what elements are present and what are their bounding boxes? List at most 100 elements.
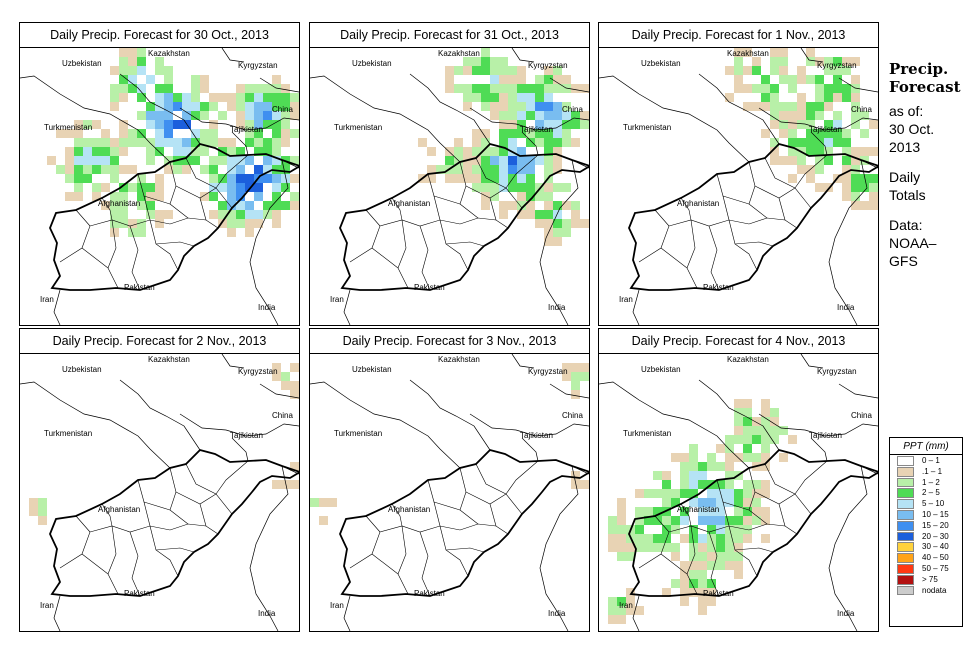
province-border <box>489 503 497 527</box>
precip-cell <box>761 453 770 462</box>
precip-cells <box>608 399 797 624</box>
precip-cell <box>635 606 644 615</box>
legend-swatch <box>897 509 914 520</box>
precip-cell <box>779 111 788 120</box>
precip-cell <box>254 129 263 138</box>
country-border <box>310 75 461 163</box>
country-label-iran: Iran <box>40 601 54 610</box>
precip-cell <box>788 84 797 93</box>
precip-cell <box>761 507 770 516</box>
precip-cell <box>824 183 833 192</box>
precip-cell <box>851 84 860 93</box>
legend-label: 2 – 5 <box>922 488 940 498</box>
precip-cell <box>671 525 680 534</box>
precip-cell <box>146 183 155 192</box>
precip-cell <box>319 498 328 507</box>
afghanistan-outline <box>49 142 299 291</box>
province-border <box>459 523 509 535</box>
boundaries <box>20 354 299 631</box>
precip-cell <box>544 111 553 120</box>
panel-title: Daily Precip. Forecast for 3 Nov., 2013 <box>310 329 589 354</box>
precip-cell <box>227 93 236 102</box>
precip-cell <box>689 480 698 489</box>
precip-cell <box>698 507 707 516</box>
precip-cell <box>155 129 164 138</box>
precip-cell <box>281 174 290 183</box>
province-border <box>101 503 113 527</box>
precip-cell <box>797 102 806 111</box>
precip-cell <box>119 57 128 66</box>
precip-cell <box>562 372 571 381</box>
precip-cell <box>707 588 716 597</box>
precip-cell <box>571 201 580 210</box>
precip-cell <box>499 201 508 210</box>
precip-cell <box>734 426 743 435</box>
precip-cell <box>770 147 779 156</box>
precip-cell <box>553 237 562 246</box>
precip-cell <box>290 480 299 489</box>
country-label-afghanistan: Afghanistan <box>677 199 719 208</box>
legend-label: .1 – 1 <box>922 466 943 476</box>
precip-cell <box>245 129 254 138</box>
precip-cell <box>119 120 128 129</box>
legend-item: 5 – 10 <box>890 498 962 509</box>
precip-cell <box>209 183 218 192</box>
precip-cell <box>671 552 680 561</box>
country-border <box>20 381 171 469</box>
province-border <box>169 523 219 535</box>
precip-cell <box>508 75 517 84</box>
precip-cell <box>272 75 281 84</box>
province-border <box>199 503 207 527</box>
precip-cell <box>562 363 571 372</box>
province-border <box>748 467 768 525</box>
afghanistan-outline <box>628 142 878 291</box>
precip-cell <box>815 147 824 156</box>
precip-cell <box>65 156 74 165</box>
precip-cell <box>191 129 200 138</box>
country-label-iran: Iran <box>330 601 344 610</box>
precip-cell <box>680 588 689 597</box>
precip-cell <box>707 597 716 606</box>
province-border <box>143 195 171 205</box>
precip-cell <box>101 165 110 174</box>
province-border <box>748 217 798 229</box>
country-label-iran: Iran <box>619 295 633 304</box>
precip-cell <box>110 156 119 165</box>
precip-cell <box>680 579 689 588</box>
precip-cell <box>263 138 272 147</box>
legend-swatch <box>897 553 914 563</box>
precip-cell <box>680 597 689 606</box>
precip-cell <box>833 66 842 75</box>
precip-cell <box>110 93 119 102</box>
precip-cell <box>851 57 860 66</box>
precip-cell <box>281 120 290 129</box>
precip-cell <box>671 543 680 552</box>
precip-cell <box>218 156 227 165</box>
precip-cell <box>851 165 860 174</box>
precip-cell <box>779 156 788 165</box>
precip-cell <box>662 516 671 525</box>
country-label-india: India <box>837 609 855 618</box>
precip-cell <box>445 84 454 93</box>
province-border <box>419 531 431 597</box>
precip-cell <box>788 75 797 84</box>
precip-cell <box>716 543 725 552</box>
precip-cell <box>752 516 761 525</box>
precip-cell <box>110 174 119 183</box>
precip-cell <box>752 102 761 111</box>
precip-cell <box>553 201 562 210</box>
country-label-india: India <box>258 303 276 312</box>
country-border <box>521 131 539 156</box>
precip-cell <box>83 156 92 165</box>
precip-cell <box>698 462 707 471</box>
province-border <box>660 553 688 575</box>
precip-cell <box>200 192 209 201</box>
precip-cell <box>833 138 842 147</box>
precip-cell <box>824 102 833 111</box>
precip-cell <box>499 66 508 75</box>
country-border <box>539 465 579 631</box>
precip-cell <box>553 228 562 237</box>
precip-cell <box>770 84 779 93</box>
precip-cell <box>851 201 860 210</box>
forecast-panel-2-nov: Daily Precip. Forecast for 2 Nov., 2013 … <box>19 328 300 632</box>
